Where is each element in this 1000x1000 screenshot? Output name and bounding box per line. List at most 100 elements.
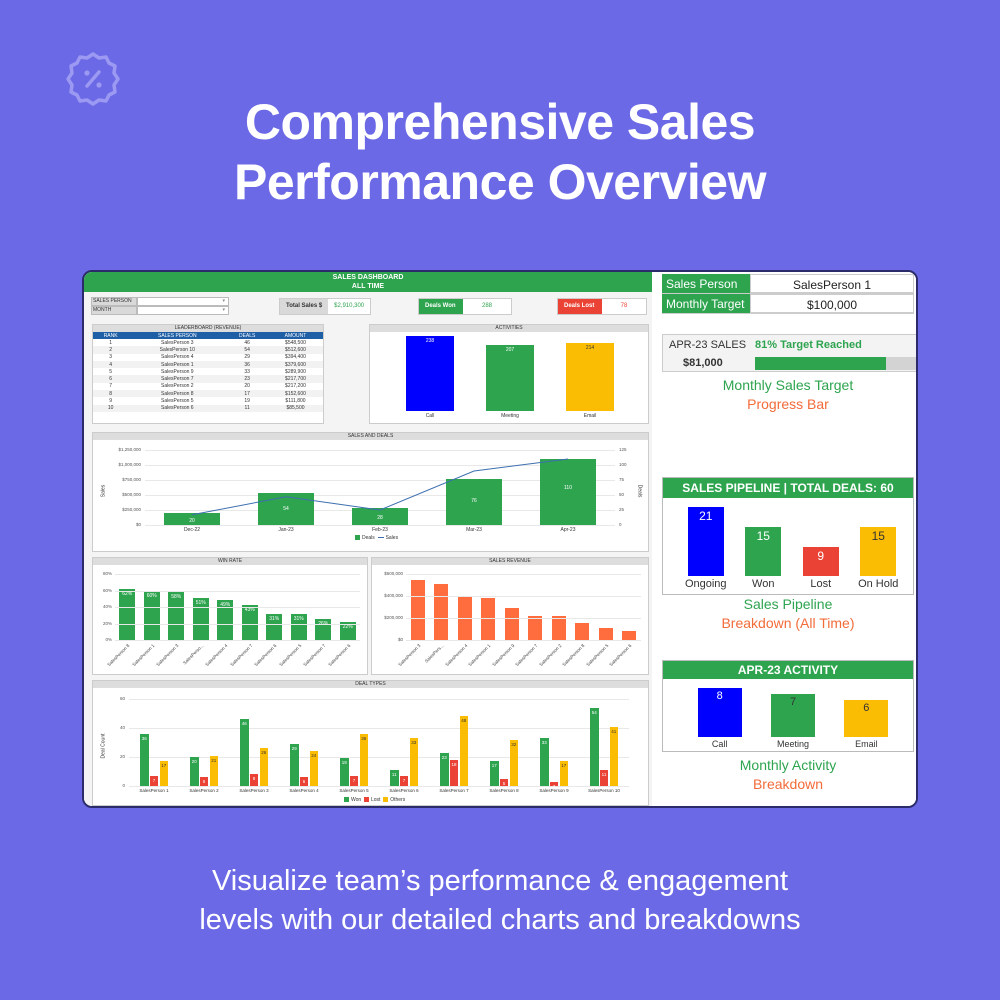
bar-value-label: 51%: [195, 599, 206, 606]
bar: 7: [349, 775, 359, 786]
table-row: 8 SalesPerson 8 17 $152,600: [93, 390, 323, 398]
sales-pipeline-plot: 21 Ongoing 15 Won 9 Lost 15 On Hold: [677, 504, 907, 590]
y-tick: $0: [135, 522, 141, 527]
category-label: Email: [855, 739, 878, 749]
bar-value-label: 15: [871, 528, 885, 543]
category-label: Meeting: [501, 413, 519, 419]
bar: 33: [409, 738, 419, 786]
table-cell: $379,600: [267, 360, 323, 369]
sales-and-deals-plot: $0 0 $250,000 25 $500,000 50 $750,000 75 $1,000,…: [100, 447, 642, 541]
y-tick: $500,000: [122, 492, 141, 497]
bar: 46: [240, 719, 249, 786]
deals-lost-value: 78: [602, 299, 646, 314]
sales-and-deals-chart: SALES AND DEALS $0 0 $250,000 25 $500,000 50 $…: [92, 432, 649, 552]
gridline: [145, 480, 615, 481]
legend: Won Lost Others: [344, 797, 408, 803]
win-rate-plot: 62% SalesPerson 8 60% SalesPerson 1 58% Sales…: [103, 571, 360, 667]
y-tick: $200,000: [384, 615, 403, 620]
y2-tick: 50: [619, 492, 625, 497]
caption-activity-line2: Breakdown: [752, 776, 824, 792]
bar: 26: [259, 748, 269, 786]
bar: 26%: [315, 618, 332, 640]
leaderboard-panel: LEADERBOARD (REVENUE) RANK SALES PERSON DE…: [92, 324, 324, 424]
bar: 51%: [192, 597, 209, 640]
table-cell: SalesPerson 3: [161, 339, 194, 346]
table-cell: SalesPerson 6: [128, 404, 227, 412]
category-label: Lost: [810, 578, 832, 590]
bar: 58%: [168, 592, 185, 640]
y2-tick: 75: [619, 477, 625, 482]
total-sales-value: $2,910,300: [328, 299, 370, 314]
sales-line: [191, 458, 569, 516]
progress-label: APR-23 SALES: [669, 339, 747, 351]
table-row: 10 SalesPerson 6 11 $85,500: [93, 404, 323, 412]
category-label: Jan-23: [278, 527, 294, 533]
month-dropdown[interactable]: ▾: [137, 306, 229, 315]
sales-revenue-plot: SalesPerson 3 SalesPers... SalesPerson 4 Sa…: [384, 571, 641, 667]
sales-person-value[interactable]: SalesPerson 1: [750, 274, 914, 293]
bar-value-label: 54: [283, 505, 289, 512]
bar-value-label: 7: [352, 777, 356, 783]
bar: [598, 627, 613, 640]
table-row: 6 SalesPerson 7 23 $217,700: [93, 375, 323, 383]
bar: 62%: [119, 588, 136, 640]
bar-value-label: 207: [505, 347, 515, 354]
table-cell: 5: [109, 368, 113, 375]
table-cell: SalesPerson 10: [128, 346, 227, 354]
progress-bar: [755, 357, 916, 370]
bar-value-label: 26: [261, 750, 267, 756]
bar-value-label: 110: [564, 485, 572, 492]
table-cell: $152,600: [267, 390, 323, 398]
bar-value-label: 6: [302, 779, 306, 785]
column-header: RANK: [93, 332, 129, 339]
bar-value-label: 11: [601, 772, 607, 778]
bar: 17: [559, 761, 569, 786]
table-cell: SalesPerson 7: [128, 375, 227, 383]
caption-target: Monthly Sales Target Progress Bar: [656, 376, 916, 414]
gridline: [129, 728, 629, 729]
headline: Comprehensive Sales Performance Overview: [0, 92, 1000, 212]
gridline: [406, 574, 641, 575]
bar: 6: [299, 777, 309, 786]
category-label: SalesPerson 8: [489, 788, 519, 793]
sales-person-dropdown[interactable]: ▾: [137, 297, 229, 306]
win-rate-title: WIN RATE: [93, 558, 367, 565]
bar: 76: [445, 479, 503, 525]
table-cell: 20: [244, 383, 250, 390]
caption-pipeline: Sales Pipeline Breakdown (All Time): [656, 595, 916, 633]
table-cell: 11: [226, 404, 268, 412]
gridline: [406, 596, 641, 597]
bar: 3: [549, 781, 559, 789]
y-axis-label: Deal Count: [100, 732, 107, 759]
bar: 48: [459, 716, 469, 786]
column-header: SALES PERSON: [128, 332, 227, 339]
caption-target-line1: Monthly Sales Target: [722, 377, 854, 393]
deals-lost-kpi: Deals Lost 78: [557, 298, 647, 315]
bar-value-label: 76: [471, 497, 477, 504]
deals-won-label: Deals Won: [419, 299, 463, 314]
y2-tick: 125: [619, 447, 627, 452]
bar-value-label: 62%: [122, 590, 133, 597]
category-label: SalesPerson 3: [239, 788, 269, 793]
table-cell: 4: [93, 360, 129, 369]
dashboard-title: SALES DASHBOARD: [332, 274, 404, 281]
bar: 6: [199, 777, 209, 786]
bar: [622, 630, 637, 640]
bar-value-label: 23: [441, 754, 447, 760]
target-info: Sales Person SalesPerson 1 Monthly Target…: [662, 274, 914, 314]
bar: 21: [687, 507, 724, 576]
bar-value-label: 214: [585, 345, 595, 352]
table-cell: 10: [93, 404, 129, 412]
y-tick: $750,000: [122, 477, 141, 482]
y2-tick: 100: [619, 462, 627, 467]
table-cell: $548,500: [285, 339, 306, 346]
bar: 18: [449, 759, 459, 786]
bar: 7: [771, 694, 815, 737]
gridline: [115, 574, 360, 575]
bar: 214: [566, 343, 614, 411]
table-cell: 33: [244, 368, 250, 375]
bar: [575, 623, 590, 640]
table-cell: 46: [244, 339, 250, 346]
category-label: SalesPerson 7: [439, 788, 469, 793]
monthly-target-label: Monthly Target: [662, 294, 750, 313]
